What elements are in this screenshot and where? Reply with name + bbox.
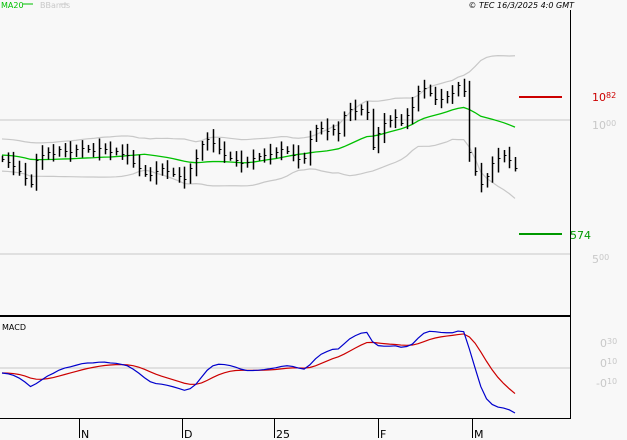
macd-tick-label: -010 [596, 377, 617, 390]
bollinger-lower-band [1, 138, 516, 199]
x-tick-label: F [380, 428, 386, 440]
support-label: 574 [570, 229, 591, 242]
x-tick-label: M [474, 428, 484, 440]
x-tick-label: D [184, 428, 192, 440]
macd-line [1, 330, 516, 414]
macd-signal-line [1, 333, 516, 395]
legend-ma20: MA20 [1, 1, 24, 10]
bollinger-upper-band [1, 55, 516, 144]
macd-tick-label: 010 [600, 357, 617, 370]
macd-title: MACD [2, 323, 26, 332]
price-tick-label: 500 [592, 253, 609, 266]
x-tick-label: 25 [276, 428, 290, 440]
copyright: © TEC 16/3/2025 4:0 GMT [468, 1, 575, 10]
legend-bbands: BBands [40, 1, 70, 10]
ma20-line [1, 106, 516, 164]
resistance-label: 1082 [592, 91, 616, 104]
price-tick-label: 1000 [592, 119, 616, 132]
x-tick-label: N [81, 428, 89, 440]
macd-tick-label: 030 [600, 337, 617, 350]
